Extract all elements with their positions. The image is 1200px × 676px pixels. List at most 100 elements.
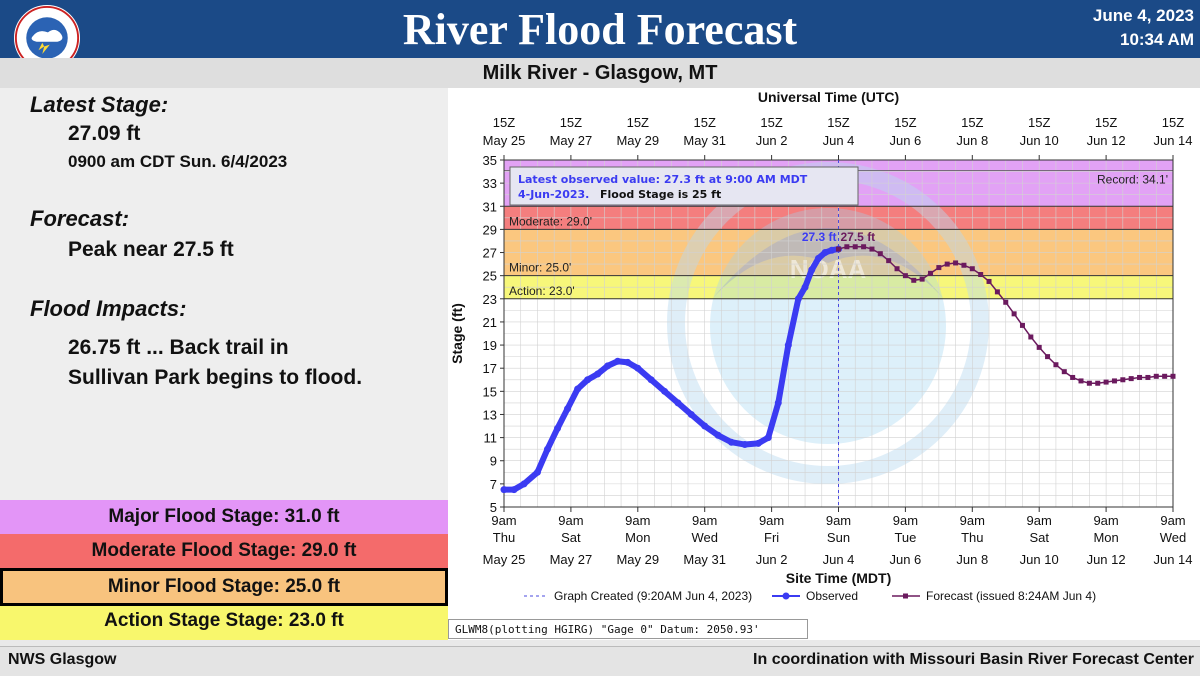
bottom-tick-label-date: Jun 12 — [1087, 552, 1126, 567]
footer-bar: NWS Glasgow In coordination with Missour… — [0, 646, 1200, 676]
observed-point — [784, 341, 792, 349]
bottom-tick-label-hour: 9am — [491, 513, 516, 528]
top-tick-label-hour: 15Z — [1028, 115, 1050, 130]
forecast-value: Peak near 27.5 ft — [68, 238, 234, 261]
top-tick-label-date: Jun 2 — [756, 133, 788, 148]
bottom-tick-label-date: May 25 — [483, 552, 526, 567]
observed-point — [634, 364, 642, 372]
top-tick-label-hour: 15Z — [1095, 115, 1117, 130]
observed-value-label: 27.3 ft — [802, 230, 837, 244]
footer-office: NWS Glasgow — [8, 651, 117, 668]
observed-point — [533, 468, 541, 476]
bottom-tick-label-date: Jun 6 — [889, 552, 921, 567]
latest-stage-value: 27.09 ft — [68, 122, 141, 145]
observed-point — [674, 399, 682, 407]
forecast-point — [953, 260, 959, 266]
forecast-point — [1162, 373, 1168, 379]
top-tick-label-hour: 15Z — [827, 115, 849, 130]
latest-stage-heading: Latest Stage: — [30, 92, 169, 117]
y-tick-label: 35 — [483, 153, 497, 168]
bottom-tick-label-date: Jun 14 — [1153, 552, 1192, 567]
legend-observed-marker — [782, 592, 790, 600]
forecast-point — [1070, 374, 1076, 380]
noaa-watermark-text: NOAA — [790, 254, 867, 284]
bottom-tick-label-day: Thu — [961, 530, 983, 545]
footer-coordination: In coordination with Missouri Basin Rive… — [753, 651, 1194, 668]
forecast-point — [936, 265, 942, 271]
bottom-tick-label-day: Tue — [894, 530, 916, 545]
y-tick-label: 27 — [483, 246, 497, 261]
flood-impacts-line-1: 26.75 ft ... Back trail in — [68, 336, 289, 359]
top-tick-label-hour: 15Z — [894, 115, 916, 130]
latest-observed-box — [509, 166, 859, 206]
forecast-heading: Forecast: — [30, 206, 130, 231]
forecast-point — [1019, 322, 1025, 328]
observed-point — [594, 370, 602, 378]
forecast-point — [894, 266, 900, 272]
nws-logo — [12, 3, 82, 73]
forecast-point — [1095, 380, 1101, 386]
legend-observed-label: Observed — [806, 589, 858, 603]
y-tick-label: 7 — [490, 477, 497, 492]
location-bar: Milk River - Glasgow, MT — [0, 58, 1200, 89]
bottom-tick-label-hour: 9am — [1160, 513, 1185, 528]
datum-label: GLWM8(plotting HGIRG) "Gage 0" Datum: 20… — [448, 619, 808, 639]
forecast-point — [1036, 344, 1042, 350]
bottom-tick-label-date: May 31 — [683, 552, 726, 567]
observed-point — [647, 376, 655, 384]
timestamp: June 4, 2023 10:34 AM — [1093, 4, 1194, 52]
forecast-point — [1145, 374, 1151, 380]
action-stage-box: Action Stage Stage: 23.0 ft — [0, 606, 448, 640]
y-tick-label: 15 — [483, 384, 497, 399]
forecast-point — [886, 258, 892, 264]
bottom-tick-label-date: Jun 4 — [823, 552, 855, 567]
forecast-point — [861, 244, 867, 250]
forecast-point — [969, 266, 975, 272]
bottom-tick-label-hour: 9am — [1027, 513, 1052, 528]
major-stage-box: Major Flood Stage: 31.0 ft — [0, 500, 448, 534]
flood-impacts-line-2: Sullivan Park begins to flood. — [68, 366, 363, 389]
observed-point — [564, 405, 572, 413]
observed-point — [574, 385, 582, 393]
observed-point — [500, 486, 508, 494]
bottom-tick-label-day: Sun — [827, 530, 850, 545]
noaa-watermark-disc — [710, 208, 946, 444]
threshold-label-minor: Minor: 25.0' — [509, 261, 571, 275]
forecast-point — [902, 273, 908, 279]
forecast-point — [1128, 376, 1134, 382]
y-axis-label: Stage (ft) — [449, 303, 465, 364]
bottom-tick-label-day: Fri — [764, 530, 779, 545]
top-tick-label-hour: 15Z — [627, 115, 649, 130]
observed-point — [701, 422, 709, 430]
forecast-point — [1045, 354, 1051, 360]
bottom-tick-label-day: Mon — [625, 530, 650, 545]
bottom-tick-label-day: Wed — [1160, 530, 1187, 545]
top-tick-label-date: May 29 — [616, 133, 659, 148]
top-tick-label-hour: 15Z — [1162, 115, 1184, 130]
page-title: River Flood Forecast — [402, 5, 798, 54]
threshold-label-action: Action: 23.0' — [509, 284, 575, 298]
bottom-tick-label-date: Jun 8 — [956, 552, 988, 567]
forecast-point — [911, 277, 917, 283]
y-tick-label: 29 — [483, 222, 497, 237]
legend-forecast-marker — [903, 593, 908, 599]
y-tick-label: 5 — [490, 500, 497, 515]
observed-point — [661, 387, 669, 395]
forecast-point — [927, 270, 933, 276]
forecast-peak-label: 27.5 ft — [841, 230, 876, 244]
forecast-point — [1011, 311, 1017, 317]
forecast-point — [1137, 374, 1143, 380]
top-tick-label-date: May 25 — [483, 133, 526, 148]
bottom-tick-label-hour: 9am — [826, 513, 851, 528]
y-tick-label: 9 — [490, 454, 497, 469]
observed-point — [614, 357, 622, 365]
flood-impacts-heading: Flood Impacts: — [30, 296, 187, 321]
forecast-point — [1153, 373, 1159, 379]
latest-observed-line-1: Latest observed value: 27.3 ft at 9:00 A… — [518, 173, 808, 186]
bottom-tick-label-hour: 9am — [893, 513, 918, 528]
forecast-point — [961, 262, 967, 268]
y-tick-label: 19 — [483, 338, 497, 353]
forecast-point — [1053, 362, 1059, 368]
top-tick-label-date: May 31 — [683, 133, 726, 148]
y-tick-label: 33 — [483, 176, 497, 191]
